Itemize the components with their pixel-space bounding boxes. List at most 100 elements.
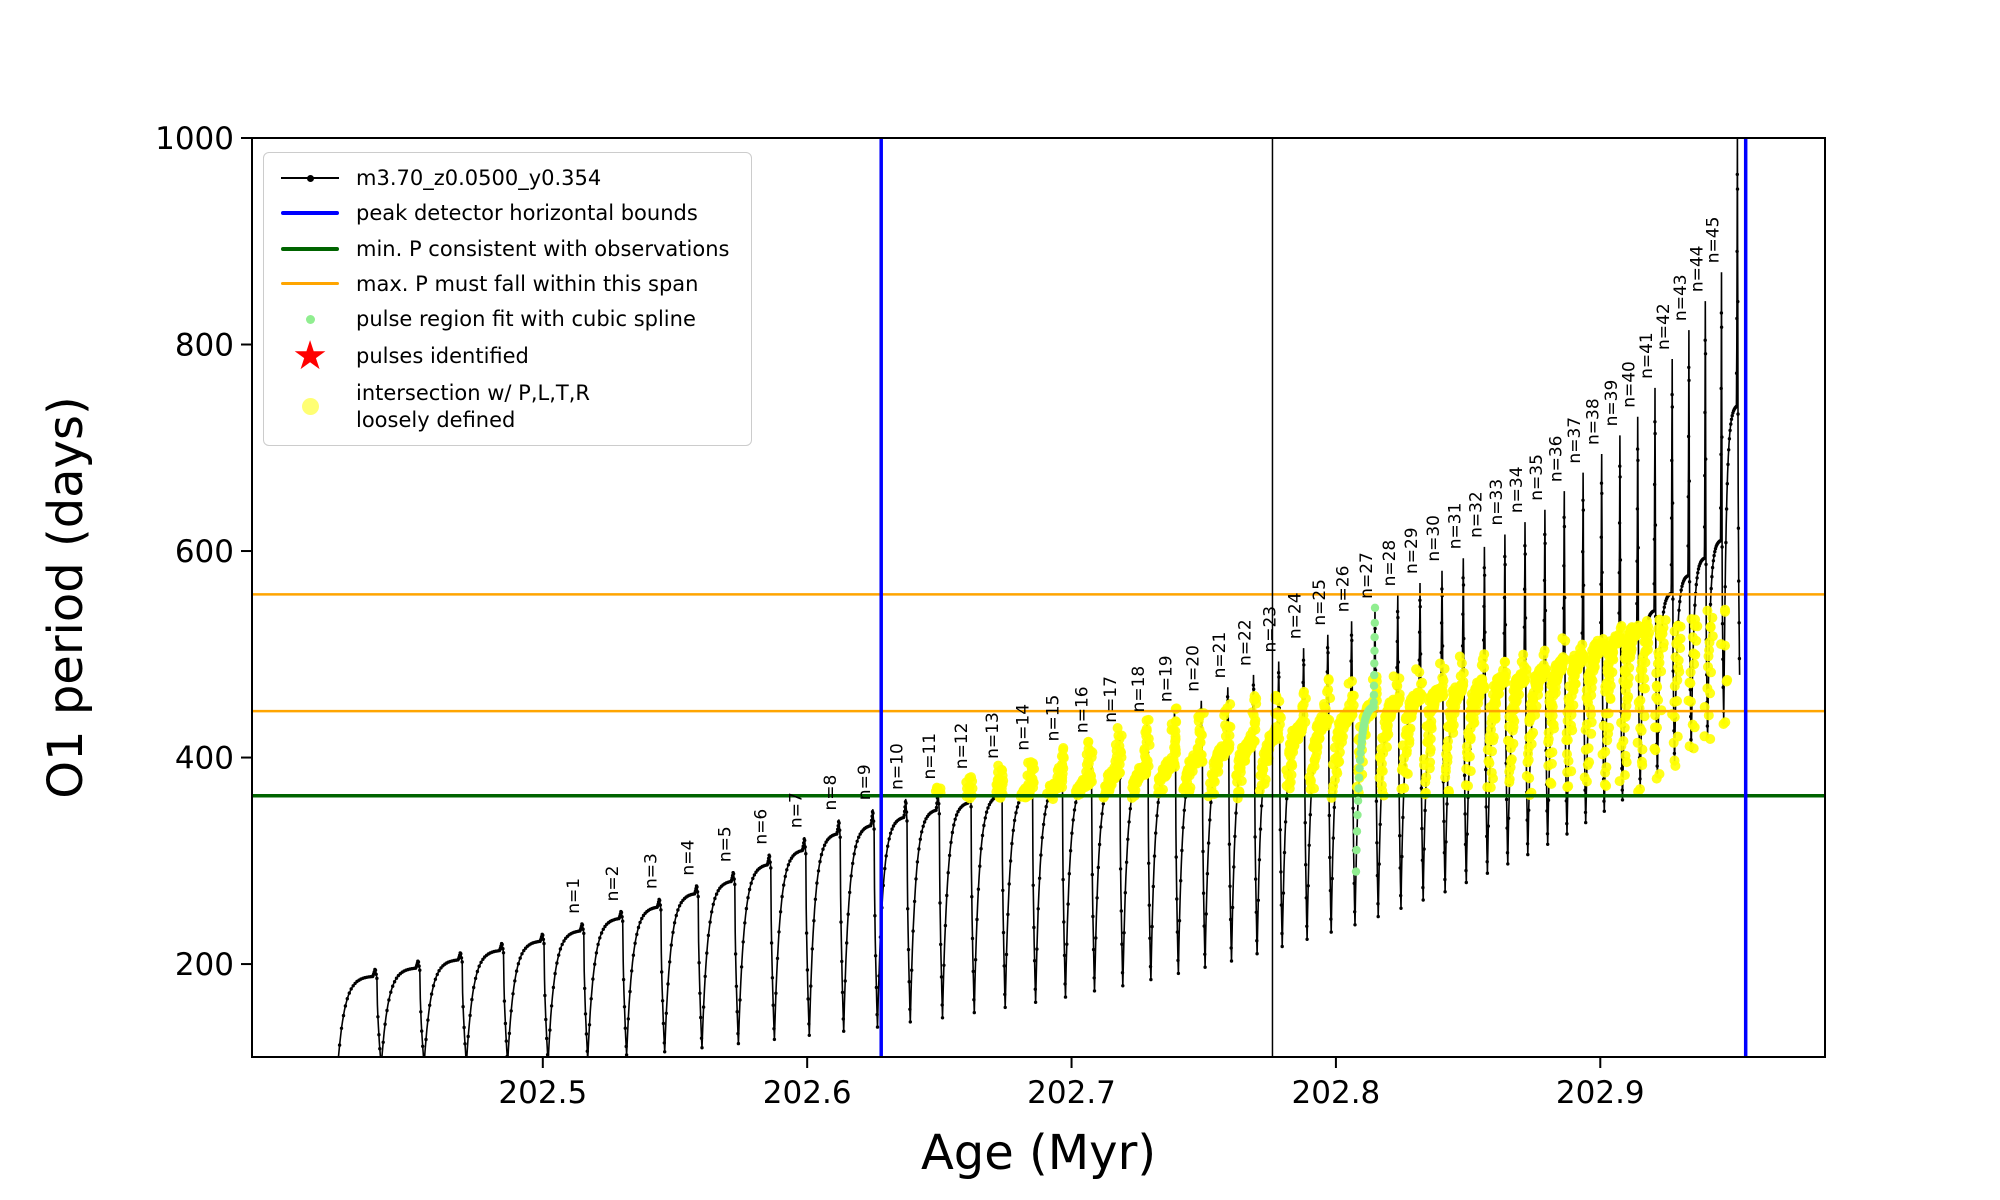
track-point [1255, 939, 1259, 943]
intersection-point [1396, 784, 1407, 794]
track-point [1486, 824, 1491, 828]
intersection-point [1170, 716, 1181, 727]
pulse-label-n42: n=42 [1654, 303, 1674, 350]
intersection-point [1705, 621, 1716, 632]
track-point [594, 951, 599, 955]
track-point [1635, 447, 1640, 451]
track-point [734, 984, 739, 988]
track-point [1378, 822, 1382, 827]
intersection-point [1347, 690, 1358, 701]
track-point [1602, 809, 1607, 813]
intersection-point [1721, 676, 1732, 687]
track-point [836, 824, 840, 828]
track-point [904, 810, 909, 814]
track-point [1602, 799, 1606, 803]
track-point [373, 968, 378, 972]
track-point [1482, 638, 1486, 642]
pulse-label-n15: n=15 [1043, 695, 1063, 742]
track-point [660, 999, 665, 1003]
track-point [1652, 609, 1656, 613]
intersection-point [1616, 740, 1627, 751]
track-point [1444, 840, 1448, 844]
track-point [375, 976, 379, 981]
pulse-label-n40: n=40 [1620, 361, 1640, 408]
track-point [1522, 625, 1527, 629]
intersection-point [1669, 712, 1680, 722]
track-point [1420, 858, 1425, 862]
pulse-label-n4: n=4 [679, 840, 699, 876]
track-point [1581, 508, 1586, 512]
intersection-point [1304, 772, 1315, 783]
track-point [1635, 601, 1639, 606]
pulse-label-n38: n=38 [1584, 398, 1604, 445]
line-swatch [281, 246, 339, 251]
track-point [1255, 952, 1259, 956]
track-point [1600, 491, 1604, 496]
track-point [389, 990, 393, 994]
track-point [626, 1017, 630, 1021]
track-point [803, 838, 807, 843]
track-point [1542, 618, 1546, 623]
pulse-label-n21: n=21 [1210, 632, 1230, 679]
track-point [1522, 587, 1527, 591]
track-point [1176, 971, 1181, 976]
intersection-point [1058, 743, 1069, 753]
track-point [821, 847, 825, 851]
intersection-point [1297, 716, 1307, 727]
track-point [1712, 553, 1716, 558]
track-point [506, 1062, 509, 1065]
track-point [1670, 501, 1675, 505]
vertical-bound-lines [879, 138, 1748, 1057]
pulse-label-n19: n=19 [1157, 655, 1177, 702]
track-point [1094, 936, 1098, 940]
track-point [887, 837, 891, 841]
track-point [1063, 982, 1067, 986]
pulse-label-n30: n=30 [1424, 515, 1444, 562]
track-point [1686, 434, 1691, 439]
track-point [596, 942, 600, 947]
track-point [1724, 507, 1729, 511]
track-point [1720, 435, 1724, 439]
track-point [349, 987, 353, 991]
track-point [1523, 616, 1528, 620]
intersection-point [1504, 736, 1515, 747]
track-point [1543, 532, 1547, 537]
intersection-point [1668, 737, 1679, 748]
track-point [869, 822, 873, 826]
intersection-point [1636, 756, 1647, 767]
intersection-point [1673, 655, 1684, 666]
track-point [377, 1033, 381, 1037]
track-point [840, 959, 844, 964]
intersection-point [1706, 667, 1716, 678]
track-point [518, 956, 522, 960]
track-point [1303, 821, 1307, 825]
track-point [1091, 914, 1095, 919]
intersection-point [1535, 663, 1546, 674]
track-point [1671, 597, 1675, 601]
track-point [705, 951, 709, 955]
track-point [583, 986, 587, 991]
track-point [1329, 930, 1333, 934]
intersection-point [1689, 659, 1700, 670]
track-point [1672, 729, 1676, 733]
track-point [1463, 842, 1468, 847]
track-point [599, 931, 604, 935]
track-point [424, 1037, 428, 1042]
track-point [1252, 687, 1256, 691]
intersection-point [1310, 751, 1321, 762]
intersection-point [1417, 677, 1428, 688]
spline-point [1370, 633, 1379, 642]
track-point [1482, 573, 1487, 577]
track-point [1727, 437, 1732, 441]
track-point [979, 847, 983, 851]
track-point [1399, 906, 1403, 910]
track-point [1546, 798, 1551, 802]
track-point [749, 881, 753, 885]
track-point [1464, 880, 1469, 885]
track-point [555, 961, 559, 965]
track-point [381, 1040, 385, 1045]
track-point [769, 941, 774, 945]
track-point [341, 1013, 346, 1018]
track-point [580, 923, 585, 927]
track-point [1462, 773, 1467, 778]
